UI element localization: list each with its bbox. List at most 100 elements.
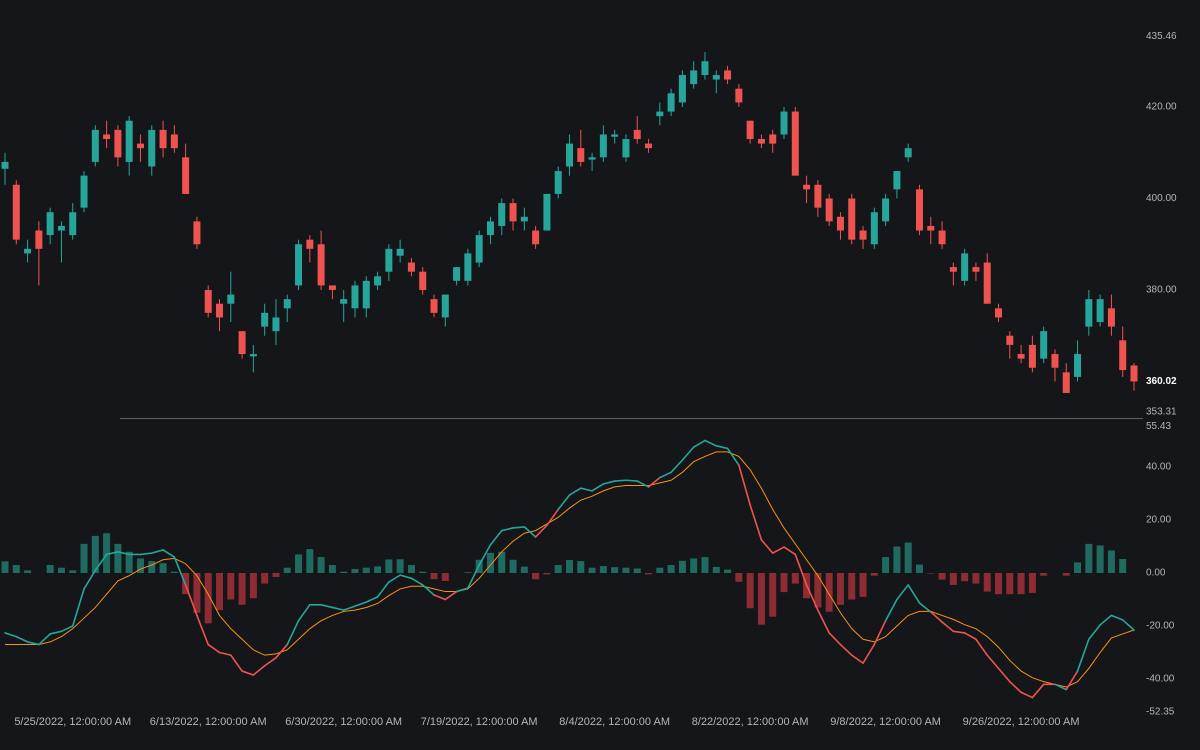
macd-line-segment — [150, 549, 164, 554]
candle-body — [148, 129, 156, 167]
x-tick-label: 5/25/2022, 12:00:00 AM — [14, 716, 131, 728]
histogram-bar — [136, 558, 144, 574]
candle-body — [1119, 340, 1127, 371]
candle-body — [1017, 354, 1025, 359]
histogram-bar — [893, 546, 901, 574]
macd-line-segment — [388, 574, 401, 583]
macd-line-segment — [489, 529, 503, 546]
histogram-bar — [1119, 558, 1127, 574]
candle-body — [272, 317, 280, 332]
histogram-bar — [103, 533, 111, 574]
macd-line-segment — [794, 553, 808, 586]
macd-line-segment — [354, 601, 368, 607]
macd-line-segment — [275, 643, 289, 659]
macd-line-segment — [783, 546, 797, 556]
macd-line-segment — [94, 553, 108, 572]
y-tick-label: 353.31 — [1146, 407, 1177, 418]
candle-body — [46, 212, 54, 236]
candle-body — [780, 111, 788, 135]
x-tick-label: 6/30/2022, 12:00:00 AM — [285, 716, 402, 728]
macd-line-segment — [726, 447, 740, 466]
macd-line-segment — [196, 614, 210, 646]
macd-line-segment — [433, 594, 447, 601]
macd-line-segment — [478, 544, 492, 566]
candle-body — [57, 225, 65, 231]
histogram-bar — [825, 573, 833, 612]
macd-line-segment — [162, 549, 176, 558]
candle-body — [904, 148, 912, 158]
macd-line-segment — [715, 445, 729, 450]
histogram-bar — [599, 566, 607, 574]
macd-line-segment — [647, 476, 661, 488]
histogram-bar — [927, 573, 935, 574]
histogram-bar — [464, 572, 472, 574]
y-tick-label: 435.46 — [1146, 31, 1177, 42]
histogram-bar — [1074, 562, 1082, 574]
macd-line-segment — [613, 479, 627, 482]
histogram-bar — [972, 573, 980, 584]
histogram-bar — [249, 573, 257, 599]
histogram-bar — [306, 549, 314, 574]
candle-body — [80, 175, 88, 208]
histogram-bar — [216, 573, 224, 611]
candle-body — [1040, 331, 1048, 359]
candle-body — [611, 134, 619, 137]
candle-body — [690, 70, 698, 85]
histogram-bar — [238, 573, 246, 605]
macd-line-segment — [60, 625, 74, 633]
macd-line-segment — [218, 651, 232, 656]
candle-body — [159, 129, 167, 149]
candle-body — [825, 198, 833, 222]
candle-body — [216, 303, 224, 318]
histogram-bar — [622, 567, 630, 574]
histogram-bar — [565, 560, 573, 574]
candle-body — [464, 253, 472, 281]
macd-line-segment — [444, 590, 458, 601]
candle-body — [407, 262, 415, 272]
macd-line-segment — [704, 439, 718, 447]
macd-line-segment — [579, 487, 593, 492]
candle-body — [1, 161, 9, 169]
candle-body — [204, 289, 212, 313]
macd-line-segment — [467, 564, 480, 589]
candle-body — [701, 61, 709, 75]
last-price-label: 360.02 — [1146, 376, 1177, 387]
candle-body — [995, 308, 1003, 318]
histogram-bar — [295, 554, 303, 574]
macd-line-segment — [557, 494, 571, 511]
macd-line-segment — [184, 584, 198, 617]
histogram-bar — [261, 573, 269, 584]
candle-body — [949, 267, 957, 272]
x-tick-label: 8/22/2022, 12:00:00 AM — [692, 716, 809, 728]
candle-body — [848, 198, 856, 240]
macd-line-segment — [1009, 680, 1022, 694]
candle-body — [1096, 299, 1104, 323]
histogram-bar — [498, 551, 506, 574]
candle-body — [238, 331, 246, 355]
candle-body — [12, 184, 20, 240]
macd-line-segment — [941, 621, 955, 633]
histogram-bar — [227, 573, 235, 600]
histogram-bar — [859, 573, 867, 597]
histogram-bar — [1096, 545, 1104, 574]
y-tick-label: -52.35 — [1146, 706, 1175, 717]
macd-line-segment — [523, 526, 537, 538]
candle-body — [622, 139, 630, 158]
histogram-bar — [836, 573, 844, 605]
histogram-bar — [441, 573, 449, 581]
histogram-bar — [532, 573, 540, 580]
candle-body — [430, 299, 438, 313]
macd-line-segment — [670, 459, 684, 474]
histogram-bar — [938, 573, 946, 580]
histogram-bar — [114, 543, 122, 574]
macd-line-segment — [828, 632, 842, 646]
y-tick-label: 0.00 — [1146, 568, 1166, 579]
candle-body — [520, 216, 528, 222]
candle-body — [746, 120, 754, 140]
macd-line-segment — [602, 480, 616, 485]
candle-body — [125, 120, 133, 162]
macd-line-segment — [546, 508, 560, 527]
macd-line-segment — [139, 552, 153, 556]
macd-line-segment — [805, 584, 819, 611]
